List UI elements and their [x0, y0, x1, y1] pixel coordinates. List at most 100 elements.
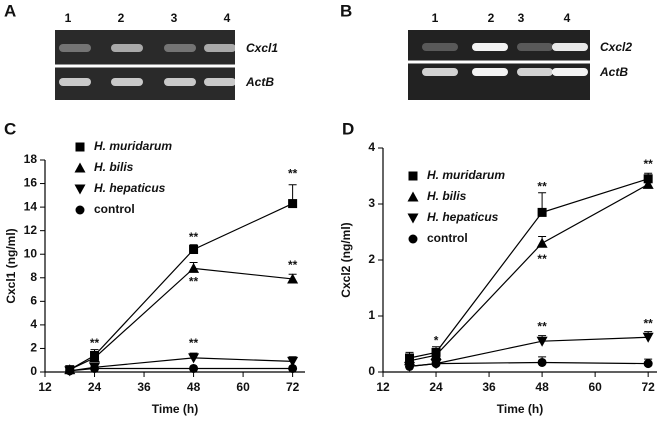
lane-label: 4: [224, 11, 231, 25]
series-line: [69, 267, 293, 371]
legend-label: H. bilis: [94, 160, 134, 174]
y-tick-label: 4: [30, 317, 37, 331]
gel-band: [164, 44, 196, 52]
x-tick-label: 12: [376, 380, 390, 394]
marker: [287, 356, 299, 367]
legend-label: control: [94, 202, 135, 216]
marker: [537, 357, 547, 367]
gel-band: [422, 43, 458, 51]
annotation: *: [434, 333, 439, 347]
panel-label: C: [4, 119, 16, 138]
marker: [74, 184, 86, 195]
y-axis-label: Cxcl2 (ng/ml): [339, 222, 353, 297]
gel-band: [472, 68, 508, 76]
annotation: **: [288, 166, 298, 180]
gel-band: [59, 78, 91, 86]
marker: [407, 213, 419, 224]
y-tick-label: 1: [368, 308, 375, 322]
annotation: **: [537, 179, 547, 193]
gene-label: ActB: [599, 65, 628, 79]
x-tick-label: 60: [236, 380, 250, 394]
marker: [188, 353, 200, 364]
marker: [430, 349, 442, 360]
legend-label: H. muridarum: [427, 168, 505, 182]
y-tick-label: 0: [30, 364, 37, 378]
x-tick-label: 36: [137, 380, 151, 394]
gel-band: [204, 44, 236, 52]
series-line: [69, 203, 293, 371]
annotation: **: [643, 157, 653, 171]
lane-label: 2: [488, 11, 495, 25]
gel-band: [111, 78, 143, 86]
marker: [642, 332, 654, 343]
annotation: **: [537, 252, 547, 266]
annotation: **: [643, 317, 653, 331]
gene-label: Cxcl1: [246, 41, 278, 55]
annotation: **: [189, 275, 199, 289]
marker: [408, 171, 418, 181]
series-line: [69, 367, 293, 372]
marker: [75, 205, 85, 215]
gene-label: ActB: [245, 75, 274, 89]
annotation: **: [90, 336, 100, 350]
marker: [288, 363, 298, 373]
lane-label: 3: [518, 11, 525, 25]
marker: [188, 262, 200, 273]
gel-band: [204, 78, 236, 86]
y-tick-label: 10: [24, 246, 38, 260]
marker: [189, 245, 199, 255]
y-tick-label: 12: [24, 223, 38, 237]
gel-band: [422, 68, 458, 76]
x-tick-label: 72: [286, 380, 300, 394]
marker: [405, 361, 415, 371]
marker: [89, 352, 101, 363]
gel-band: [59, 44, 91, 52]
x-tick-label: 60: [588, 380, 602, 394]
x-tick-label: 24: [429, 380, 443, 394]
gel-band: [164, 78, 196, 86]
annotation: **: [189, 336, 199, 350]
lane-label: 4: [564, 11, 571, 25]
gel-band: [552, 68, 588, 76]
gel-band: [552, 43, 588, 51]
marker: [642, 178, 654, 189]
marker: [74, 162, 86, 173]
marker: [287, 273, 299, 284]
y-tick-label: 2: [30, 341, 37, 355]
marker: [643, 359, 653, 369]
marker: [536, 336, 548, 347]
marker: [643, 174, 653, 184]
gel-band: [111, 44, 143, 52]
lane-label: 2: [118, 11, 125, 25]
x-axis-label: Time (h): [497, 402, 543, 416]
series-line: [409, 183, 649, 362]
y-tick-label: 18: [24, 152, 38, 166]
x-tick-label: 48: [187, 380, 201, 394]
y-tick-label: 0: [368, 364, 375, 378]
gel-band: [517, 68, 553, 76]
panel-label: D: [342, 119, 354, 138]
marker: [536, 237, 548, 248]
y-tick-label: 14: [24, 199, 38, 213]
y-tick-label: 3: [368, 196, 375, 210]
series-line: [409, 361, 649, 367]
x-tick-label: 72: [641, 380, 655, 394]
gel-band: [517, 43, 553, 51]
panel-label: A: [4, 1, 16, 20]
gel-band: [472, 43, 508, 51]
legend-label: H. muridarum: [94, 139, 172, 153]
marker: [431, 359, 441, 369]
marker: [189, 363, 199, 373]
gene-label: Cxcl2: [600, 40, 632, 54]
x-tick-label: 12: [38, 380, 52, 394]
x-tick-label: 24: [88, 380, 102, 394]
marker: [288, 199, 298, 209]
annotation: **: [537, 319, 547, 333]
x-axis-label: Time (h): [152, 402, 198, 416]
annotation: **: [288, 258, 298, 272]
y-axis-label: Cxcl1 (ng/ml): [4, 228, 18, 303]
legend-label: control: [427, 231, 468, 245]
y-tick-label: 16: [24, 176, 38, 190]
marker: [75, 142, 85, 152]
